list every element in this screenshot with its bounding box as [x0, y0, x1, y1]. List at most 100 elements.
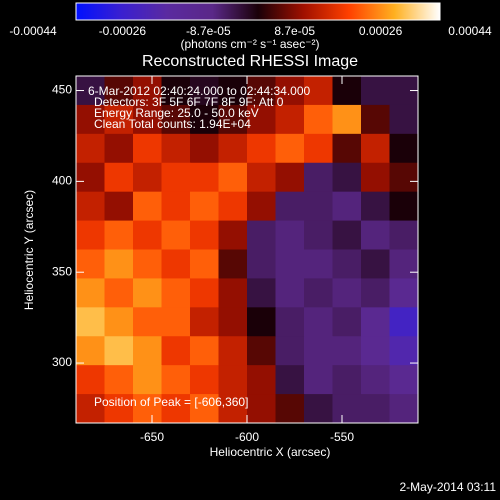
cell [133, 133, 162, 164]
cell [190, 365, 219, 395]
cell [275, 76, 305, 106]
cell [304, 307, 333, 337]
cell [389, 336, 419, 366]
cell [304, 191, 333, 222]
cell [304, 133, 333, 164]
cell [304, 104, 333, 135]
cell [304, 162, 333, 193]
cell [161, 104, 191, 135]
cell [76, 278, 105, 308]
cell [104, 307, 134, 337]
cell [304, 336, 333, 366]
y-tick-label: 350 [52, 264, 72, 278]
y-tick-label: 300 [52, 355, 72, 369]
cell [190, 336, 219, 366]
cell [389, 249, 419, 279]
cell [247, 365, 276, 395]
cell [190, 104, 219, 135]
cell [161, 133, 191, 164]
cell [247, 76, 276, 106]
cell [247, 162, 276, 193]
cell [332, 278, 362, 308]
cell [76, 249, 105, 279]
cell [218, 76, 248, 106]
cell [104, 162, 134, 193]
annotation: Clean Total counts: 1.94E+04 [94, 117, 251, 131]
cell [218, 365, 248, 395]
cell [389, 133, 419, 164]
cell [190, 191, 219, 222]
cell [332, 76, 362, 106]
cell [361, 220, 390, 250]
cell [247, 133, 276, 164]
cell [332, 249, 362, 279]
cell [76, 104, 105, 135]
cell [247, 278, 276, 308]
cell [218, 278, 248, 308]
y-axis-label: Heliocentric Y (arcsec) [22, 190, 36, 310]
cell [361, 278, 390, 308]
cell [275, 191, 305, 222]
cell [218, 162, 248, 193]
cell [389, 220, 419, 250]
cell [218, 249, 248, 279]
cell [104, 278, 134, 308]
cell [361, 394, 390, 424]
cell [218, 104, 248, 135]
cell [304, 278, 333, 308]
cell [104, 249, 134, 279]
cell [304, 249, 333, 279]
cell [275, 365, 305, 395]
cell [304, 76, 333, 106]
cell [332, 394, 362, 424]
cell [361, 76, 390, 106]
cell [76, 133, 105, 164]
cell [361, 365, 390, 395]
cell [275, 104, 305, 135]
y-tick-label: 450 [52, 83, 72, 97]
cell [247, 191, 276, 222]
colorbar-tick-label: -8.7e-05 [186, 24, 231, 38]
cell [133, 249, 162, 279]
cell [190, 394, 219, 424]
cell [133, 278, 162, 308]
cell [133, 336, 162, 366]
cell [104, 220, 134, 250]
annotation: 6-Mar-2012 02:40:24.000 to 02:44:34.000 [88, 84, 310, 98]
annotation: Detectors: 3F 5F 6F 7F 8F 9F; Att 0 [94, 95, 284, 109]
chart-title: Reconstructed RHESSI Image [142, 53, 358, 70]
cell [275, 278, 305, 308]
colorbar-label: (photons cm⁻² s⁻¹ asec⁻²) [180, 37, 319, 51]
cell [389, 394, 419, 424]
cell [104, 104, 134, 135]
cell [389, 162, 419, 193]
cell [332, 191, 362, 222]
cell [389, 104, 419, 135]
cell [361, 191, 390, 222]
cell [190, 76, 219, 106]
cell [389, 191, 419, 222]
cell [133, 162, 162, 193]
cell [104, 191, 134, 222]
cell [275, 336, 305, 366]
cell [133, 76, 162, 106]
cell [104, 394, 134, 424]
cell [275, 133, 305, 164]
cell [247, 104, 276, 135]
cell [247, 394, 276, 424]
x-tick-label: -550 [330, 430, 354, 444]
cell [190, 278, 219, 308]
cell [247, 307, 276, 337]
cell [389, 307, 419, 337]
cell [218, 394, 248, 424]
cell [218, 307, 248, 337]
cell [161, 76, 191, 106]
cell [304, 394, 333, 424]
cell [133, 191, 162, 222]
cell [304, 220, 333, 250]
cell [190, 162, 219, 193]
cell [361, 104, 390, 135]
cell [332, 133, 362, 164]
cell [161, 307, 191, 337]
cell [247, 220, 276, 250]
